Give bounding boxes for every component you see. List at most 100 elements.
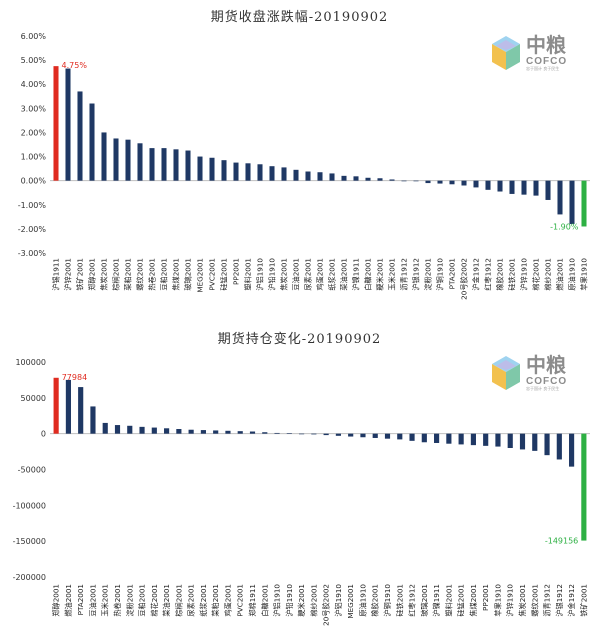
bar-焦炭2001 bbox=[101, 132, 107, 181]
bar-棉花2001 bbox=[533, 180, 539, 196]
category-label: 粳米2001 bbox=[297, 584, 306, 617]
logo-tagline: 忠于国计 良于民生 bbox=[526, 65, 559, 71]
y-tick-label: 6.00% bbox=[21, 32, 47, 41]
bar-焦煤2001 bbox=[173, 149, 179, 181]
category-label: 苹果1910 bbox=[580, 258, 589, 291]
category-label: 豆油2001 bbox=[292, 258, 301, 291]
category-label: 沪锌1910 bbox=[506, 584, 515, 617]
bar-苹果1910 bbox=[495, 433, 501, 447]
category-label: 沪镍1911 bbox=[432, 584, 441, 617]
bar-淀粉2001 bbox=[127, 425, 133, 434]
category-label: 棉花2001 bbox=[150, 584, 159, 617]
y-tick-label: 2.00% bbox=[21, 128, 47, 137]
bar-MEG2001 bbox=[197, 156, 203, 181]
category-label: 沥青1912 bbox=[543, 584, 552, 617]
category-label: 郑醇2001 bbox=[52, 584, 61, 617]
bar-尿素2001 bbox=[188, 429, 194, 434]
bar-沪铝1910 bbox=[257, 164, 263, 181]
bar-尿素2001 bbox=[305, 171, 311, 181]
bar-铁矿2001 bbox=[581, 433, 587, 541]
bar-郑醇2001 bbox=[53, 377, 59, 434]
category-label: 尿素2001 bbox=[304, 258, 313, 291]
category-label: 纸浆2001 bbox=[328, 258, 337, 291]
category-label: 沪银1912 bbox=[412, 258, 421, 291]
bar-燃油2001 bbox=[65, 379, 71, 434]
open-interest-chart-panel: 期货持仓变化-20190902 100000 50000 0 -50000 -10000… bbox=[0, 322, 599, 633]
bar-沪铅1910 bbox=[286, 433, 292, 434]
bar-苹果1910 bbox=[581, 180, 587, 227]
bar-沪锡1911 bbox=[53, 66, 59, 181]
category-label: MEG2001 bbox=[346, 584, 355, 619]
category-label: MEG2001 bbox=[196, 258, 205, 293]
category-label: 豆粕2001 bbox=[160, 258, 169, 291]
bar-纸浆2001 bbox=[200, 430, 206, 434]
category-label: 20号胶2002 bbox=[460, 258, 469, 300]
y-tick-label: 0 bbox=[41, 430, 46, 439]
logo-cn-text: 中粮 bbox=[526, 33, 566, 57]
category-label: 棉花2001 bbox=[532, 258, 541, 291]
y-tick-label: -200000 bbox=[13, 573, 46, 582]
bar-纸浆2001 bbox=[329, 173, 335, 181]
bar-PP2001 bbox=[483, 433, 489, 446]
y-tick-label: 4.00% bbox=[21, 80, 47, 89]
open-interest-chart: 100000 50000 0 -50000 -100000 -150000 -200000 郑… bbox=[13, 353, 590, 626]
category-label: 菜粕2001 bbox=[124, 258, 133, 291]
bar-沪锌2001 bbox=[65, 68, 71, 181]
category-label: 沪铝1910 bbox=[273, 584, 282, 617]
category-label: 沪锌1910 bbox=[520, 258, 529, 291]
bar-沥青1912 bbox=[544, 433, 550, 456]
bar-燃油2001 bbox=[557, 180, 563, 215]
y-tick-label: -150000 bbox=[13, 537, 46, 546]
bar-玉米2001 bbox=[389, 179, 395, 181]
bar-PVC2001 bbox=[209, 157, 215, 181]
bar-郑棉1911 bbox=[249, 431, 256, 434]
bar-玉米2001 bbox=[102, 422, 108, 434]
logo-en-text: COFCO bbox=[526, 56, 567, 67]
y-tick-label: -50000 bbox=[18, 466, 46, 475]
bar-焦炭2001 bbox=[281, 167, 287, 181]
category-label: 热卷2001 bbox=[113, 584, 122, 617]
bar-MEG2001 bbox=[348, 433, 354, 437]
category-label: 橡胶2001 bbox=[496, 258, 505, 291]
cofco-cube-icon bbox=[492, 36, 520, 70]
category-label: 沪铅1910 bbox=[285, 584, 294, 617]
category-label: 菜油2001 bbox=[340, 258, 349, 291]
category-label: PP2001 bbox=[232, 258, 241, 285]
category-label: 淀粉2001 bbox=[424, 258, 433, 291]
category-label: 塑料2001 bbox=[244, 258, 253, 291]
bar-原油1910 bbox=[569, 180, 575, 225]
bar-豆粕2001 bbox=[161, 148, 167, 181]
bar-硅锰2001 bbox=[221, 160, 227, 181]
category-label: 棕榈2001 bbox=[112, 258, 121, 291]
bar-豆油2001 bbox=[90, 406, 96, 434]
category-label: 螺纹2001 bbox=[136, 258, 145, 291]
category-label: 沪铜1910 bbox=[383, 584, 392, 617]
bar-热卷2001 bbox=[114, 425, 121, 434]
y-tick-label: 0.00% bbox=[21, 177, 47, 186]
bar-棉纱2001 bbox=[545, 180, 551, 200]
bar-郑醇2001 bbox=[89, 103, 95, 181]
bar-鸡蛋2001 bbox=[225, 430, 231, 434]
category-label: PTA2001 bbox=[76, 584, 85, 615]
bar-螺纹2001 bbox=[137, 143, 143, 181]
category-label: PVC2001 bbox=[208, 258, 217, 291]
bar-塑料2001 bbox=[446, 433, 452, 444]
bar-沪铜1910 bbox=[437, 180, 443, 184]
category-label: 红枣1912 bbox=[484, 258, 493, 291]
bar-焦炭2001 bbox=[519, 433, 526, 450]
category-label: 白糖2001 bbox=[364, 258, 373, 291]
cofco-cube-icon bbox=[492, 356, 520, 390]
logo-cn-text: 中粮 bbox=[526, 353, 566, 377]
bar-沪镍1911 bbox=[434, 433, 440, 443]
bar-沪银1912 bbox=[413, 180, 419, 182]
category-label: 焦炭2001 bbox=[518, 584, 527, 617]
bar-白糖2001 bbox=[365, 177, 371, 181]
bar-橡胶2001 bbox=[497, 180, 503, 192]
y-tick-label: -3.00% bbox=[18, 249, 47, 258]
min-value-label: -149156 bbox=[545, 537, 578, 546]
bar-塑料2001 bbox=[245, 163, 251, 181]
bar-棉花2001 bbox=[151, 427, 157, 434]
bar-铁矿2001 bbox=[77, 91, 83, 181]
category-label: 沪银1912 bbox=[555, 584, 564, 617]
